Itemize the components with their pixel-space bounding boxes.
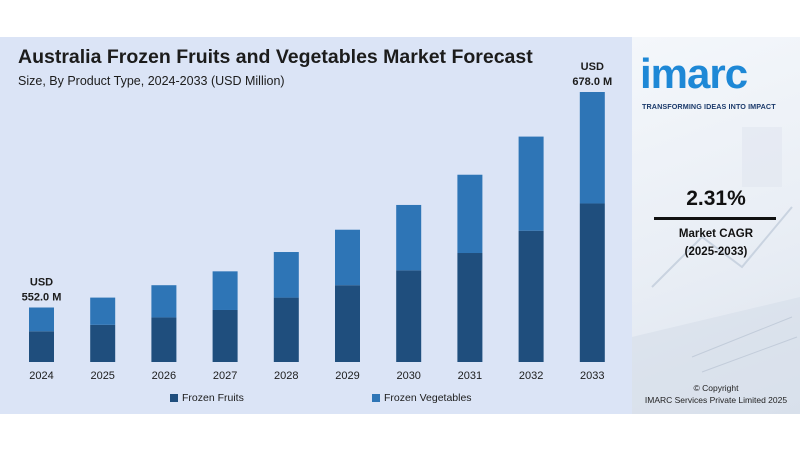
x-tick-label-2026: 2026	[152, 370, 176, 382]
cagr-divider	[654, 217, 776, 220]
bar-frozen-fruits-2025	[90, 324, 116, 362]
background-decoration	[632, 127, 800, 414]
cagr-value: 2.31%	[686, 187, 746, 210]
x-tick-label-2031: 2031	[458, 370, 482, 382]
bar-frozen-vegetables-2027	[212, 271, 238, 310]
bar-frozen-vegetables-2029	[335, 229, 360, 286]
x-tick-label-2032: 2032	[519, 370, 543, 382]
data-label-2033-line-2: 678.0 M	[572, 76, 612, 88]
legend-swatch-frozen-vegetables	[372, 394, 380, 402]
bar-frozen-fruits-2024	[29, 331, 54, 362]
bar-frozen-fruits-2033	[579, 203, 605, 362]
bar-chart-plot: 2024 2025 2026 2027 2028 2029 2030 2031 2032 2033…	[22, 61, 613, 382]
bar-frozen-vegetables-2025	[90, 297, 116, 325]
bar-frozen-fruits-2029	[335, 285, 360, 362]
imarc-logo: imarc	[640, 50, 748, 97]
bar-frozen-fruits-2030	[396, 270, 422, 362]
x-tick-label-2027: 2027	[213, 370, 237, 382]
copyright-line-1: © Copyright	[693, 383, 739, 393]
x-tick-label-2030: 2030	[396, 370, 420, 382]
cagr-label: Market CAGR	[678, 228, 754, 240]
bar-frozen-vegetables-2026	[151, 285, 177, 318]
data-label-2024-line-1: USD	[30, 277, 53, 289]
data-label-2033-line-1: USD	[581, 61, 604, 73]
bar-frozen-fruits-2032	[518, 230, 544, 362]
data-label-2024-line-2: 552.0 M	[22, 292, 62, 304]
copyright-line-2: IMARC Services Private Limited 2025	[644, 395, 788, 405]
chart-subtitle: Size, By Product Type, 2024-2033 (USD Mi…	[18, 74, 285, 88]
legend-label-frozen-fruits: Frozen Fruits	[182, 392, 244, 404]
bar-frozen-vegetables-2032	[518, 136, 544, 231]
bar-frozen-vegetables-2024	[29, 307, 54, 332]
chart-panel: Australia Frozen Fruits and Vegetables M…	[0, 37, 632, 414]
side-panel: imarc TRANSFORMING IDEAS INTO IMPACT 2.3…	[632, 37, 800, 414]
bar-frozen-vegetables-2028	[273, 252, 299, 298]
brand-tagline: TRANSFORMING IDEAS INTO IMPACT	[642, 102, 776, 111]
cagr-period: (2025-2033)	[684, 246, 748, 258]
x-tick-label-2024: 2024	[29, 370, 53, 382]
bar-frozen-vegetables-2030	[396, 204, 422, 271]
bar-frozen-fruits-2026	[151, 317, 177, 362]
x-tick-label-2033: 2033	[580, 370, 604, 382]
bar-frozen-fruits-2028	[273, 297, 299, 362]
bar-frozen-fruits-2031	[457, 253, 483, 362]
legend-item-frozen-vegetables: Frozen Vegetables	[372, 392, 472, 404]
bar-frozen-vegetables-2033	[579, 92, 605, 204]
bar-frozen-fruits-2027	[212, 309, 238, 362]
legend-swatch-frozen-fruits	[170, 394, 178, 402]
chart-title: Australia Frozen Fruits and Vegetables M…	[18, 46, 533, 68]
bar-frozen-vegetables-2031	[457, 174, 483, 254]
infographic-card: Australia Frozen Fruits and Vegetables M…	[0, 37, 800, 414]
x-tick-label-2025: 2025	[90, 370, 114, 382]
x-tick-label-2028: 2028	[274, 370, 298, 382]
x-tick-label-2029: 2029	[335, 370, 359, 382]
legend-item-frozen-fruits: Frozen Fruits	[170, 392, 244, 404]
legend-label-frozen-vegetables: Frozen Vegetables	[384, 392, 472, 404]
